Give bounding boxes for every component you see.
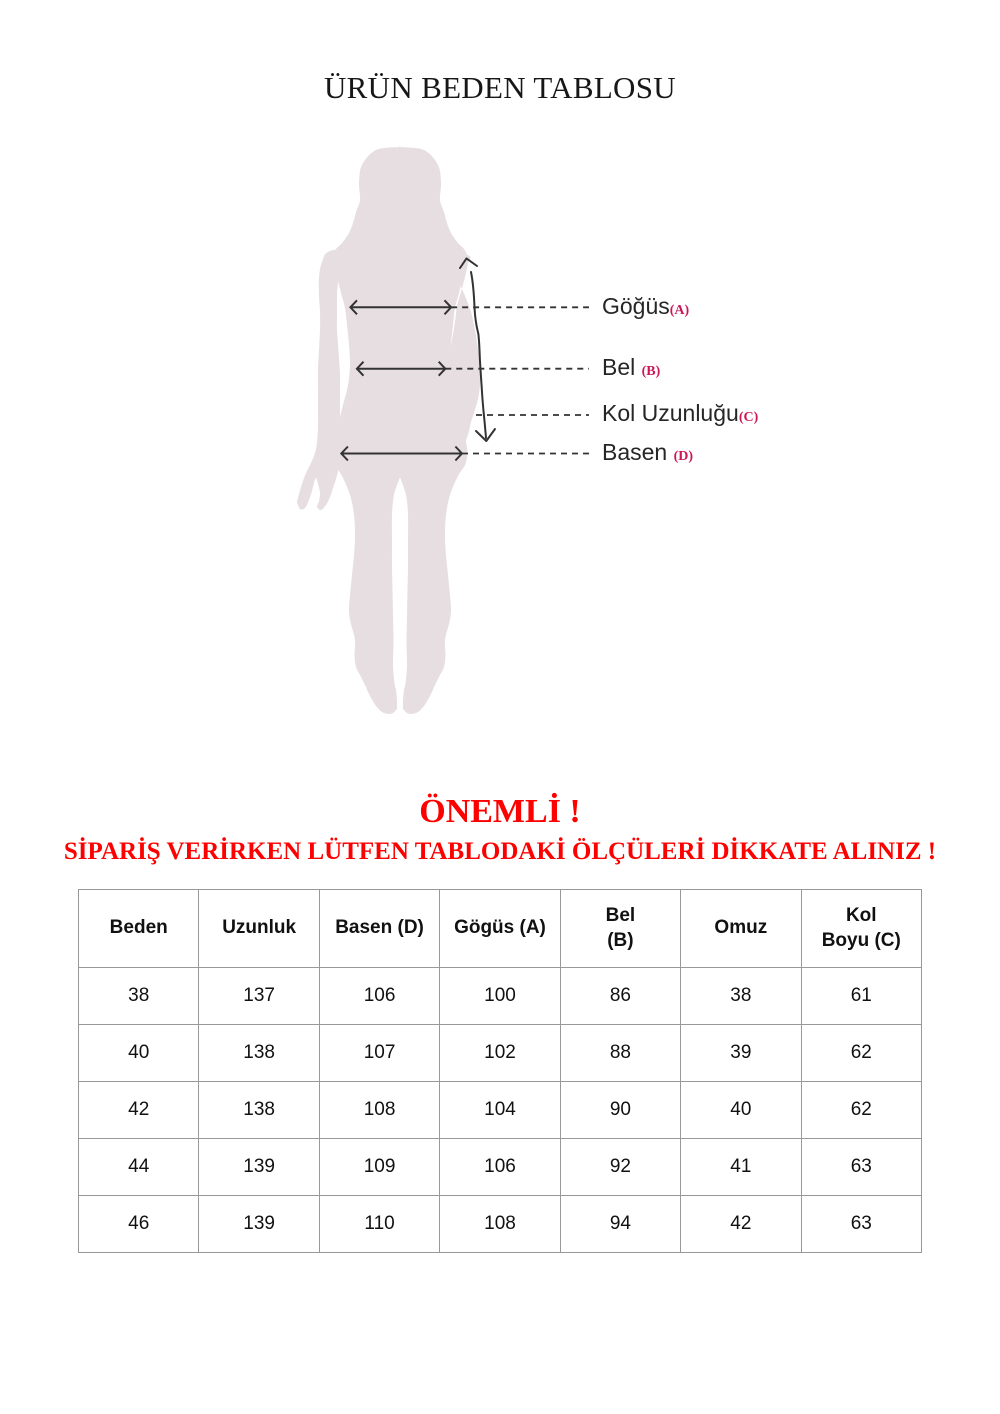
svg-text:Bel (B): Bel (B) — [602, 354, 661, 380]
svg-text:Kol Uzunluğu(C): Kol Uzunluğu(C) — [602, 400, 759, 426]
svg-text:Göğüs(A): Göğüs(A) — [602, 293, 690, 319]
svg-text:Basen (D): Basen (D) — [602, 439, 693, 465]
